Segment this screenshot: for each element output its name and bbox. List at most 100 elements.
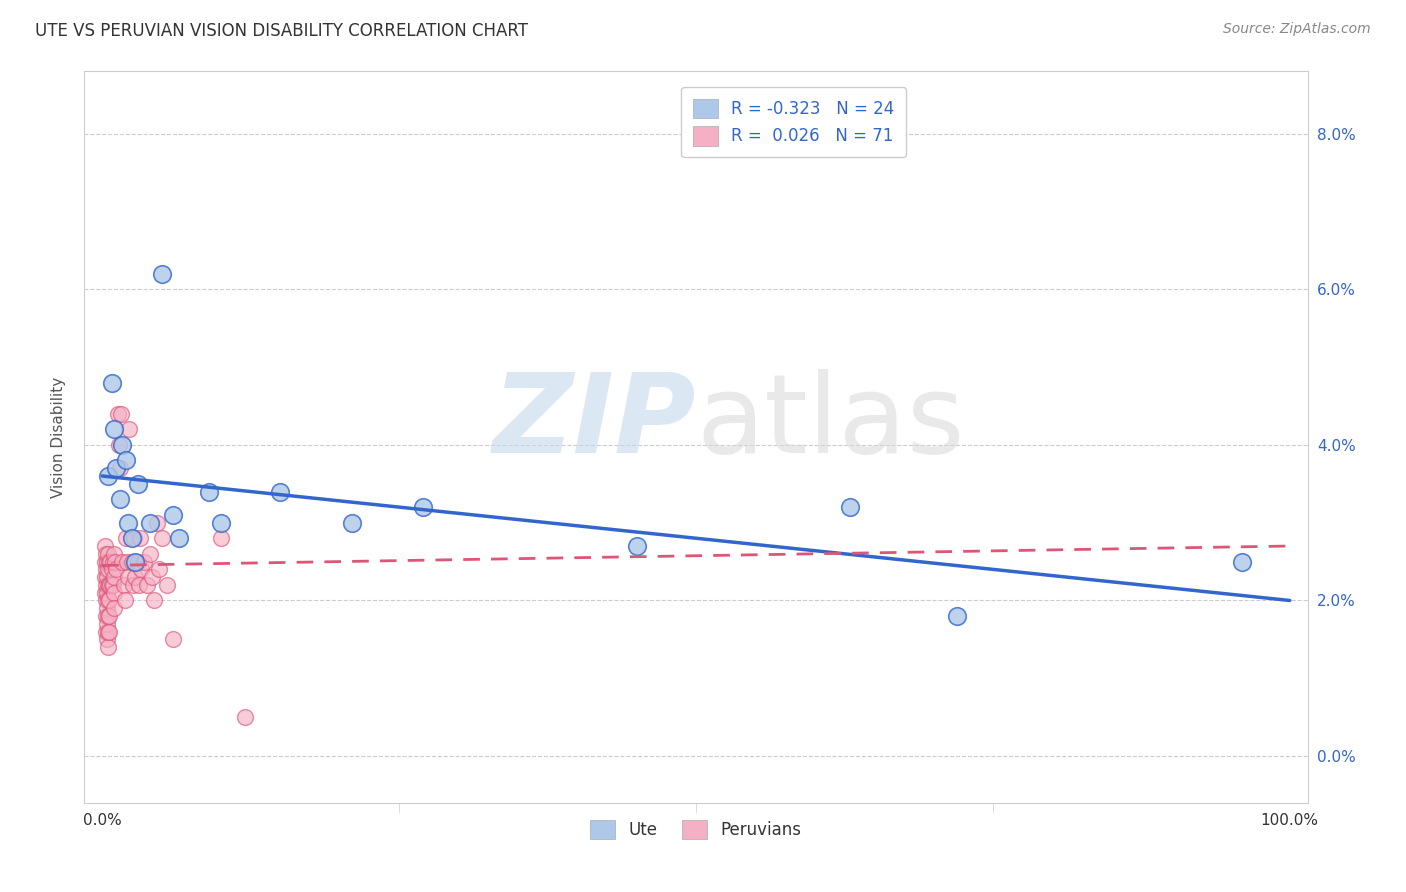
Legend: Ute, Peruvians: Ute, Peruvians xyxy=(583,814,808,846)
Point xyxy=(198,484,221,499)
Text: UTE VS PERUVIAN VISION DISABILITY CORRELATION CHART: UTE VS PERUVIAN VISION DISABILITY CORREL… xyxy=(35,22,529,40)
Point xyxy=(132,555,155,569)
Point xyxy=(146,516,169,530)
Point xyxy=(103,570,125,584)
Point xyxy=(122,578,145,592)
Point xyxy=(269,484,291,499)
Point xyxy=(93,539,115,553)
Point xyxy=(340,516,363,530)
Text: Source: ZipAtlas.com: Source: ZipAtlas.com xyxy=(1223,22,1371,37)
Point xyxy=(97,578,120,592)
Point xyxy=(169,531,191,545)
Point xyxy=(94,593,117,607)
Point xyxy=(129,531,152,545)
Point xyxy=(98,609,121,624)
Point xyxy=(156,578,179,592)
Point xyxy=(96,555,118,569)
Point xyxy=(100,555,122,569)
Point xyxy=(114,593,136,607)
Point xyxy=(150,531,173,545)
Point xyxy=(108,492,131,507)
Point xyxy=(98,578,121,592)
Point xyxy=(103,601,125,615)
Point xyxy=(100,578,122,592)
Point xyxy=(97,609,120,624)
Point xyxy=(107,407,129,421)
Point xyxy=(104,555,127,569)
Point xyxy=(103,422,125,436)
Point xyxy=(946,609,969,624)
Point xyxy=(162,508,184,522)
Point xyxy=(127,555,149,569)
Point xyxy=(143,593,166,607)
Point xyxy=(94,578,117,592)
Point xyxy=(97,547,120,561)
Point xyxy=(136,578,159,592)
Point xyxy=(412,500,434,515)
Point xyxy=(97,624,120,639)
Point xyxy=(121,555,143,569)
Point xyxy=(115,453,138,467)
Point xyxy=(101,555,124,569)
Point xyxy=(209,531,232,545)
Point xyxy=(103,547,125,561)
Point xyxy=(839,500,862,515)
Point xyxy=(233,710,256,724)
Point xyxy=(141,570,163,584)
Point xyxy=(103,585,125,599)
Point xyxy=(148,562,170,576)
Point xyxy=(105,562,128,576)
Point xyxy=(1232,555,1254,569)
Point xyxy=(112,578,135,592)
Point xyxy=(128,578,150,592)
Point xyxy=(100,562,122,576)
Point xyxy=(94,624,117,639)
Point xyxy=(131,562,153,576)
Text: ZIP: ZIP xyxy=(492,369,696,476)
Point xyxy=(121,531,143,545)
Point xyxy=(105,461,128,475)
Point xyxy=(108,461,131,475)
Point xyxy=(96,632,118,647)
Point xyxy=(97,593,120,607)
Point xyxy=(150,267,173,281)
Point xyxy=(111,555,134,569)
Point xyxy=(122,531,145,545)
Point xyxy=(94,562,117,576)
Point xyxy=(96,601,118,615)
Point xyxy=(98,555,121,569)
Point xyxy=(93,555,115,569)
Point xyxy=(111,438,134,452)
Point xyxy=(115,555,138,569)
Point xyxy=(97,562,120,576)
Point xyxy=(101,578,124,592)
Point xyxy=(124,555,146,569)
Point xyxy=(93,570,115,584)
Point xyxy=(115,531,138,545)
Point xyxy=(97,469,120,483)
Point xyxy=(127,476,149,491)
Point xyxy=(100,376,122,390)
Point xyxy=(96,616,118,631)
Y-axis label: Vision Disability: Vision Disability xyxy=(51,376,66,498)
Point xyxy=(100,578,122,592)
Point xyxy=(98,624,121,639)
Point xyxy=(94,609,117,624)
Point xyxy=(98,593,121,607)
Point xyxy=(107,438,129,452)
Point xyxy=(124,570,146,584)
Point xyxy=(162,632,184,647)
Point xyxy=(626,539,648,553)
Point xyxy=(118,422,141,436)
Point xyxy=(93,585,115,599)
Point xyxy=(138,547,160,561)
Point xyxy=(96,585,118,599)
Text: atlas: atlas xyxy=(696,369,965,476)
Point xyxy=(94,547,117,561)
Point xyxy=(117,516,139,530)
Point xyxy=(209,516,232,530)
Point xyxy=(138,516,160,530)
Point xyxy=(110,407,132,421)
Point xyxy=(96,570,118,584)
Point xyxy=(97,640,120,655)
